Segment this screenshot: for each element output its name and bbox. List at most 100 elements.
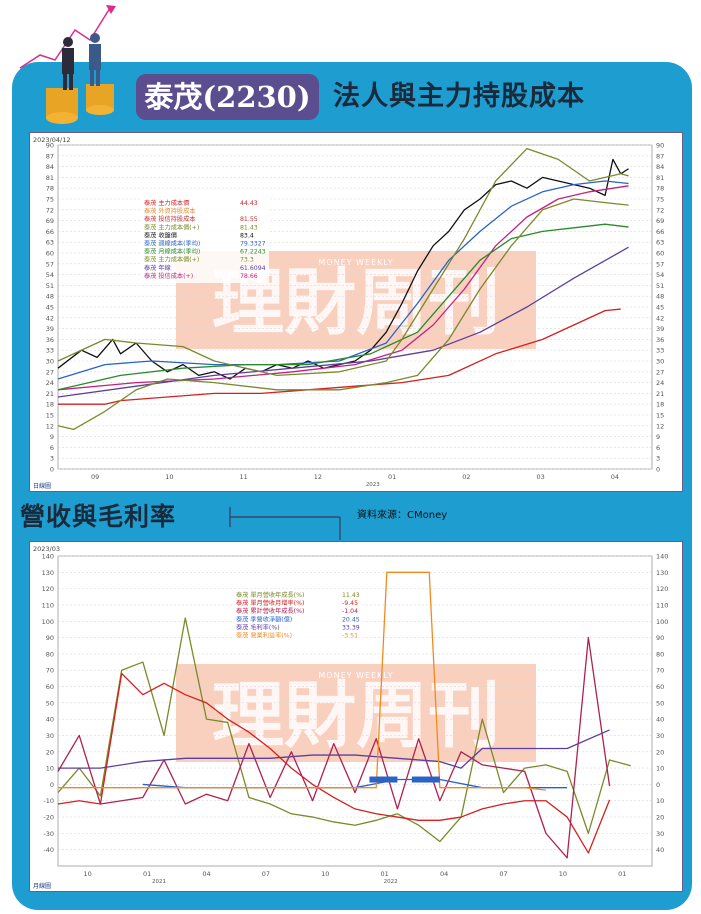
y-tick-label: 66	[46, 228, 54, 236]
y-tick-label-right: 6	[656, 444, 660, 452]
x-tick-label: 09	[91, 473, 99, 481]
legend-label: 泰茂 收盤價	[144, 231, 177, 239]
x-tick-label: 10	[165, 473, 173, 481]
y-tick-label-right: 90	[656, 634, 664, 642]
y-tick-label: -20	[43, 814, 54, 822]
y-tick-label: 33	[46, 347, 54, 355]
y-tick-label-right: 140	[656, 553, 668, 561]
quarter-bar	[369, 776, 398, 783]
legend-value: -1.04	[342, 608, 358, 615]
y-tick-label-right: 20	[656, 814, 664, 822]
y-tick-label: 42	[46, 314, 54, 322]
y-tick-label: 9	[50, 433, 54, 441]
y-tick-label: 54	[46, 271, 54, 279]
x-tick-label: 01	[388, 473, 396, 481]
x-tick-label: 01	[381, 870, 389, 878]
y-tick-label: 63	[46, 239, 54, 247]
x-tick-label: 10	[84, 870, 92, 878]
series-line	[57, 223, 629, 391]
quarter-bar	[411, 776, 440, 783]
y-tick-label-right: 60	[656, 683, 664, 691]
y-tick-label: 27	[46, 368, 54, 376]
y-tick-label-right: 27	[656, 368, 664, 376]
y-tick-label: 90	[46, 142, 54, 150]
y-tick-label-right: 120	[656, 585, 668, 593]
y-tick-label: 51	[46, 282, 54, 290]
x-year-label: 2021	[152, 879, 166, 885]
y-tick-label-right: 45	[656, 304, 664, 312]
legend-label: 泰茂 主力成本價(+)	[144, 256, 199, 264]
series-line	[58, 308, 621, 405]
y-tick-label-right: 0	[656, 781, 660, 789]
y-tick-label: 57	[46, 260, 54, 268]
coins-icon	[46, 84, 114, 124]
x-tick-label: 10	[321, 870, 329, 878]
y-tick-label: 72	[46, 206, 54, 214]
watermark-text: 理財周刊	[212, 673, 500, 757]
y-tick-label-right: 10	[656, 765, 664, 773]
legend-value: 81.55	[240, 216, 258, 223]
legend-value: 33.39	[342, 624, 360, 631]
series-line	[58, 729, 610, 769]
legend-label: 泰茂 季營收淨額(億)	[236, 615, 292, 623]
legend-label: 泰茂 週線成本(季均)	[144, 240, 200, 248]
y-tick-label: 20	[46, 748, 54, 756]
x-tick-label: 04	[440, 870, 448, 878]
y-tick-label-right: 80	[656, 650, 664, 658]
watermark-subtext: MONEY WEEKLY	[318, 671, 393, 680]
legend-label: 泰茂 月線成本(季均)	[144, 248, 200, 256]
series-line	[57, 180, 629, 380]
x-tick-label: 10	[559, 870, 567, 878]
y-tick-label-right: 81	[656, 174, 664, 182]
y-tick-label-right: 75	[656, 196, 664, 204]
page-title: 法人與主力持股成本	[333, 81, 585, 112]
x-tick-label: 01	[143, 870, 151, 878]
y-tick-label: 30	[46, 732, 54, 740]
section-title: 營收與毛利率	[20, 502, 177, 531]
y-tick-label-right: 33	[656, 347, 664, 355]
series-line	[57, 158, 629, 380]
y-tick-label-right: 48	[656, 293, 664, 301]
legend-label: 泰茂 外資持股成本	[144, 207, 195, 215]
series-line	[58, 571, 547, 791]
x-tick-label: 02	[462, 473, 470, 481]
y-tick-label: 80	[46, 650, 54, 658]
y-tick-label: 24	[46, 379, 54, 387]
y-tick-label-right: 39	[656, 325, 664, 333]
x-tick-label: 04	[611, 473, 619, 481]
y-tick-label-right: 0	[656, 466, 660, 474]
y-tick-label-right: 87	[656, 152, 664, 160]
y-tick-label: 100	[42, 618, 54, 626]
legend-value: -9.45	[342, 600, 358, 607]
source-label: 資料來源：CMoney	[357, 510, 448, 521]
series-line	[57, 185, 629, 391]
y-tick-label: 10	[46, 765, 54, 773]
y-tick-label-right: 15	[656, 412, 664, 420]
y-tick-label: 3	[50, 455, 54, 463]
legend-label: 泰茂 主力成本價(+)	[144, 223, 199, 231]
legend-value: 44.43	[240, 200, 258, 207]
revenue-chart-frame: 理財周刊 MONEY WEEKLY -40 40 -30 30 -20 20 -10 10 0 0 10…	[29, 541, 683, 892]
y-tick-label-right: 10	[656, 797, 664, 805]
y-tick-label: -30	[43, 830, 54, 838]
legend-box	[141, 198, 269, 283]
y-tick-label: 70	[46, 667, 54, 675]
x-tick-label: 01	[618, 870, 626, 878]
y-tick-label: 84	[46, 163, 54, 171]
x-tick-label: 11	[239, 473, 247, 481]
y-tick-label-right: 66	[656, 228, 664, 236]
y-tick-label: 50	[46, 699, 54, 707]
y-tick-label-right: 30	[656, 358, 664, 366]
y-tick-label: 48	[46, 293, 54, 301]
y-tick-label-right: 100	[656, 618, 668, 626]
y-tick-label: 18	[46, 401, 54, 409]
legend-value: 79.3327	[240, 241, 266, 248]
y-tick-label-right: 24	[656, 379, 664, 387]
y-tick-label: 69	[46, 217, 54, 225]
legend-value: 67.2243	[240, 249, 266, 256]
legend-label: 泰茂 單月營收月增率(%)	[236, 599, 304, 607]
y-tick-label-right: 78	[656, 185, 664, 193]
y-tick-label-right: 9	[656, 433, 660, 441]
